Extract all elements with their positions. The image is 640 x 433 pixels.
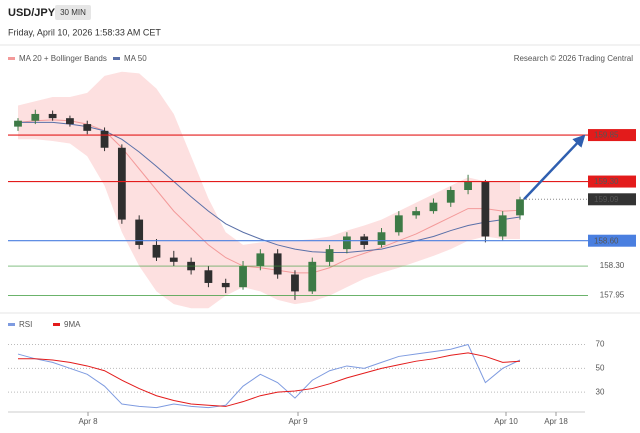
candle-body	[83, 124, 92, 131]
price-panel	[14, 71, 524, 309]
legend-swatch	[113, 57, 120, 60]
overlay: MA 20 + Bollinger Bands MA 50 159.85 159.30…	[8, 54, 636, 426]
forecast-arrow	[523, 134, 586, 201]
candle-body	[152, 244, 161, 258]
level-label: 159.85	[594, 131, 619, 140]
timestamp: Friday, April 10, 2026 1:58:33 AM CET	[8, 27, 161, 37]
candle-body	[481, 181, 490, 237]
y-tick-label: 70	[596, 340, 605, 349]
candle-body	[31, 113, 40, 121]
candle-body	[66, 118, 74, 125]
candle-body	[135, 219, 144, 245]
candle-body	[239, 266, 247, 288]
indicator-line	[18, 352, 521, 407]
level-box	[588, 129, 636, 142]
candle-body	[498, 215, 507, 237]
candle-body	[516, 199, 524, 216]
copyright: Research © 2026 Trading Central	[514, 54, 634, 63]
x-tick-label: Apr 8	[78, 417, 98, 426]
x-tick-label: Apr 9	[288, 417, 308, 426]
legend-label: 9MA	[64, 320, 81, 329]
candle-body	[394, 215, 403, 233]
bollinger-band	[18, 71, 520, 309]
candle-body	[273, 253, 282, 275]
level-label: 159.09	[594, 195, 619, 204]
candle-body	[48, 113, 57, 119]
level-box	[588, 193, 636, 206]
indicator-line	[17, 343, 521, 409]
level-label: 158.30	[600, 261, 625, 270]
legend-label: MA 50	[124, 54, 147, 63]
candle-body	[446, 190, 455, 203]
candle-body	[291, 274, 299, 292]
candle-body	[204, 270, 213, 283]
candle-body	[100, 130, 109, 148]
candle-body	[14, 120, 22, 127]
legend-label: RSI	[19, 320, 32, 329]
candle-body	[256, 253, 265, 267]
candle-body	[308, 261, 317, 292]
level-label: 158.60	[594, 236, 619, 245]
legend-swatch	[53, 323, 60, 326]
level-box	[588, 175, 636, 188]
candle-body	[412, 211, 421, 216]
level-box	[588, 234, 636, 247]
candle-body	[221, 282, 230, 288]
legend-swatch	[8, 57, 15, 60]
y-tick-label: 50	[596, 363, 605, 372]
candle-body	[377, 232, 386, 245]
moving-average	[18, 121, 521, 254]
candle-body	[117, 147, 126, 220]
candle-body	[325, 249, 334, 262]
symbol: USD/JPY	[8, 7, 56, 19]
x-tick-label: Apr 10	[494, 417, 518, 426]
level-label: 159.30	[594, 177, 619, 186]
legend-label: MA 20 + Bollinger Bands	[19, 54, 107, 63]
y-tick-label: 30	[596, 387, 605, 396]
x-tick-label: Apr 18	[544, 417, 568, 426]
candle-body	[169, 257, 178, 262]
timeframe-badge[interactable]	[55, 5, 91, 20]
candle-body	[429, 202, 438, 212]
timeframe[interactable]: 30 MIN	[60, 8, 86, 17]
candle-body	[464, 181, 472, 190]
level-label: 157.95	[600, 291, 625, 300]
candle-body	[343, 236, 351, 250]
legend-swatch	[8, 323, 15, 326]
